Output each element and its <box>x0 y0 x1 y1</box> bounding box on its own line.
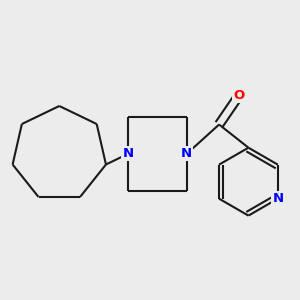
Text: O: O <box>233 89 245 102</box>
Text: N: N <box>181 147 192 161</box>
Text: N: N <box>122 147 134 161</box>
Text: N: N <box>272 192 284 205</box>
